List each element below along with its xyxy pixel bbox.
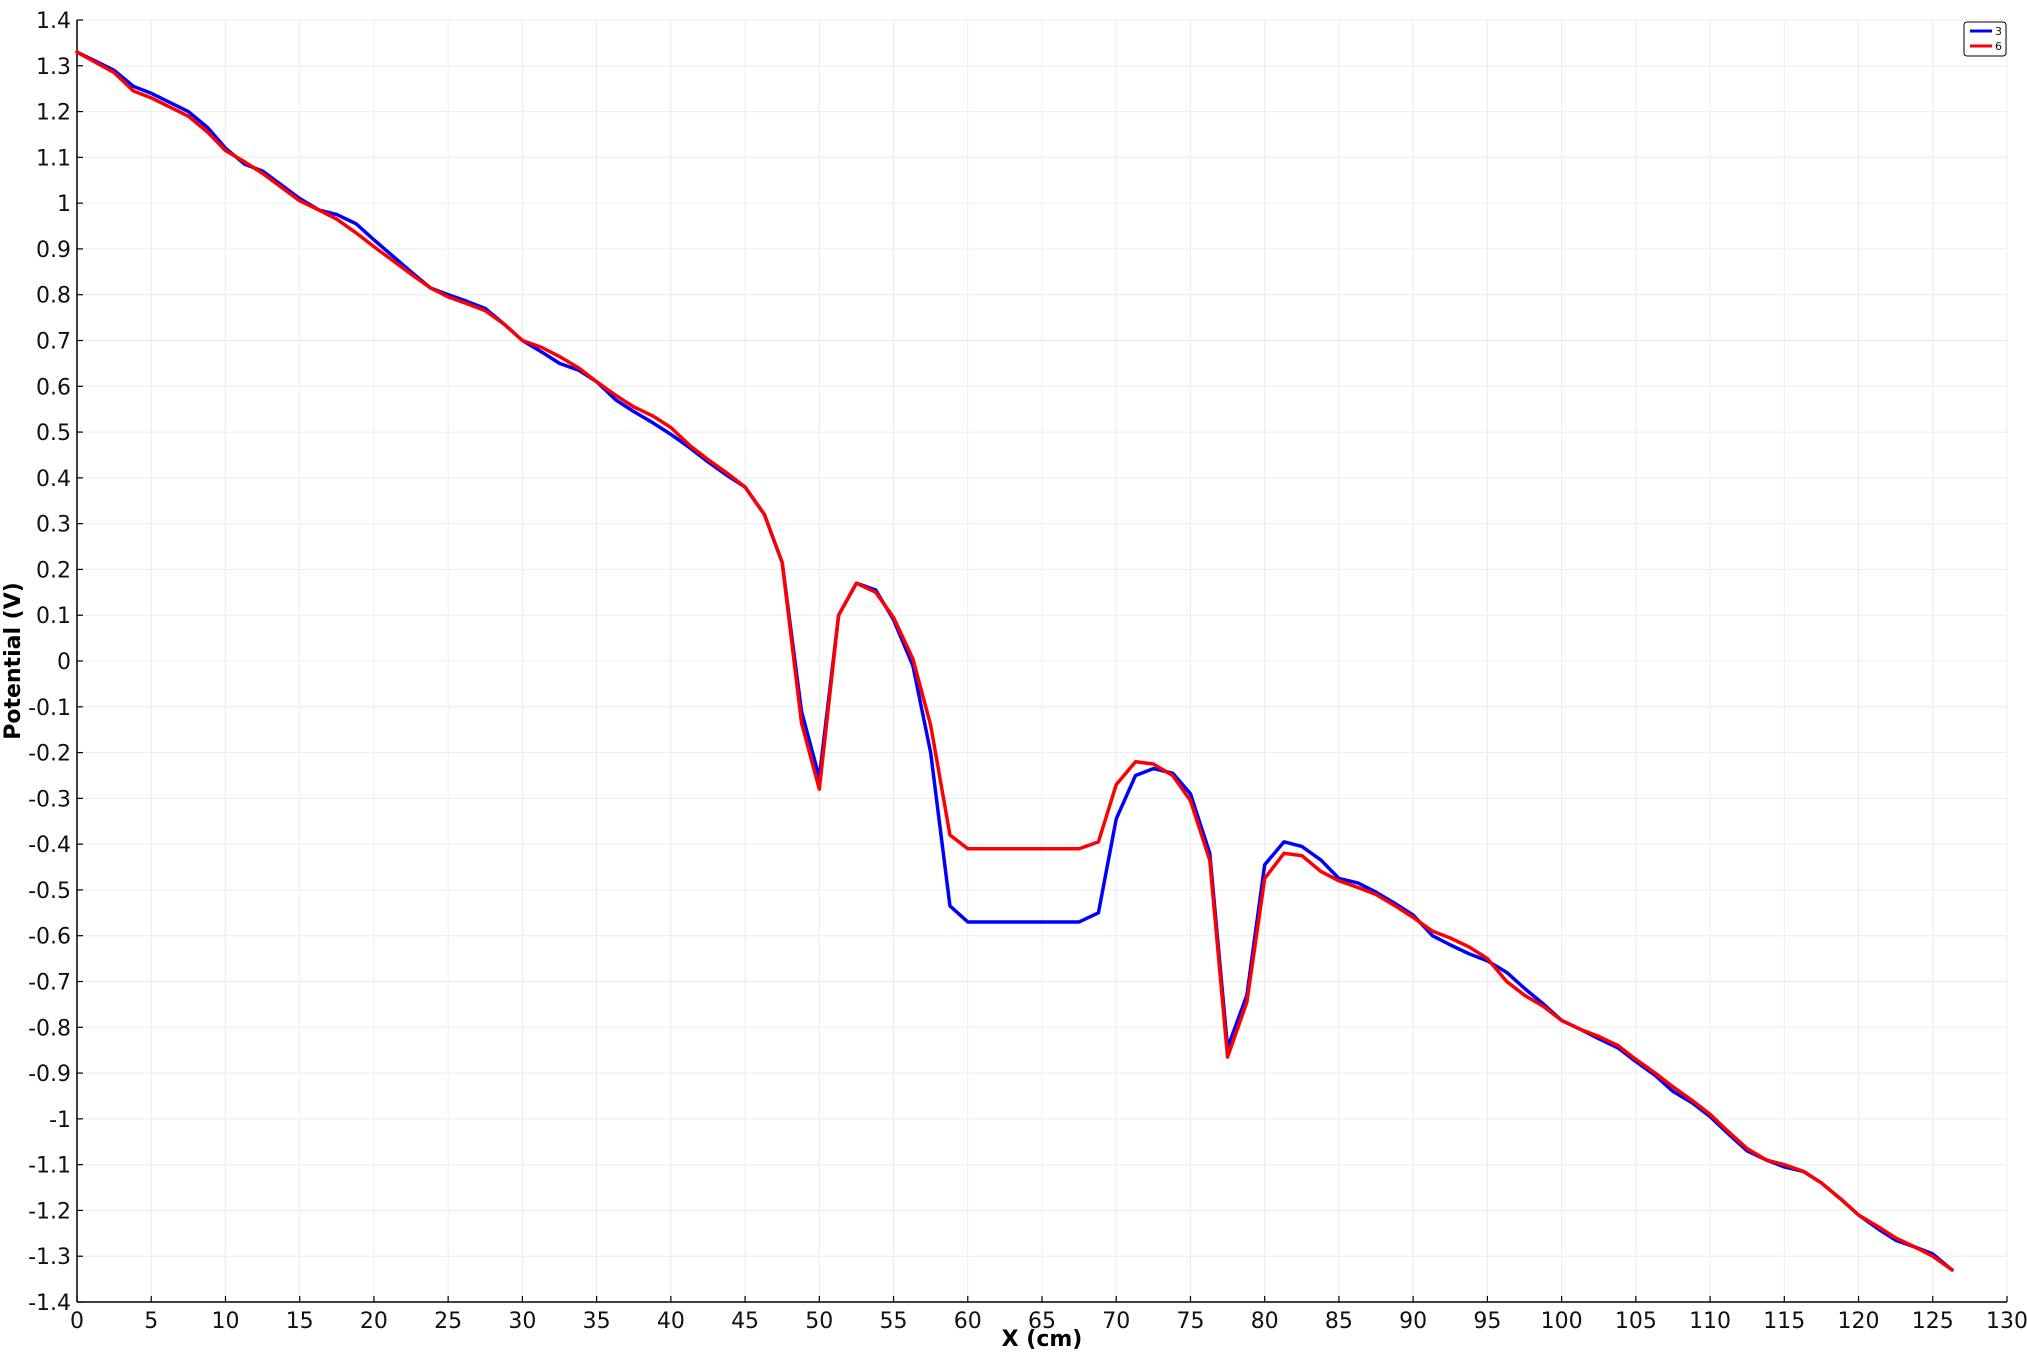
y-tick-label: -0.5 <box>28 879 71 904</box>
x-tick-label: 120 <box>1838 1309 1880 1334</box>
y-tick-label: 0.1 <box>36 604 71 629</box>
legend-label-6: 6 <box>1995 40 2002 53</box>
legend: 36 <box>1963 21 2007 57</box>
x-tick-label: 0 <box>70 1309 84 1334</box>
grid-layer <box>76 19 2008 1303</box>
y-tick-label: 0 <box>57 650 71 675</box>
y-tick-label: 0.7 <box>36 330 71 355</box>
y-tick-label: 1.4 <box>36 9 71 34</box>
y-tick-label: -1.1 <box>28 1154 71 1179</box>
y-axis-title: Potential (V) <box>1 582 26 740</box>
series-layer <box>75 50 1954 1272</box>
x-tick-label: 10 <box>211 1309 239 1334</box>
ticks-layer: 0 5 10 15 20 25 30 35 40 45 50 55 60 65 70 75 80 85 90 95 10… <box>28 9 2027 1334</box>
x-tick-label: 70 <box>1102 1309 1130 1334</box>
y-tick-label: -0.4 <box>28 833 71 858</box>
x-tick-label: 65 <box>1028 1309 1056 1334</box>
series-line-6 <box>75 50 1954 1272</box>
y-tick-label: -1.4 <box>28 1291 71 1316</box>
y-tick-label: 1 <box>57 192 71 217</box>
x-tick-label: 90 <box>1399 1309 1427 1334</box>
y-tick-label: 1.1 <box>36 146 71 171</box>
y-tick-label: -1.3 <box>28 1245 71 1270</box>
x-tick-label: 95 <box>1473 1309 1501 1334</box>
x-tick-label: 25 <box>434 1309 462 1334</box>
x-axis-title: X (cm) <box>1002 1327 1083 1352</box>
x-tick-label: 110 <box>1689 1309 1731 1334</box>
x-tick-label: 20 <box>360 1309 388 1334</box>
y-tick-label: -0.8 <box>28 1016 71 1041</box>
y-tick-label: -0.2 <box>28 742 71 767</box>
x-tick-label: 80 <box>1251 1309 1279 1334</box>
y-tick-label: -0.6 <box>28 925 71 950</box>
x-tick-label: 35 <box>583 1309 611 1334</box>
x-tick-label: 40 <box>657 1309 685 1334</box>
y-tick-label: -0.1 <box>28 696 71 721</box>
y-tick-label: 0.8 <box>36 284 71 309</box>
x-tick-label: 45 <box>731 1309 759 1334</box>
x-tick-label: 5 <box>144 1309 158 1334</box>
x-tick-label: 15 <box>286 1309 314 1334</box>
x-tick-label: 85 <box>1325 1309 1353 1334</box>
x-tick-label: 130 <box>1986 1309 2027 1334</box>
y-tick-label: 0.5 <box>36 421 71 446</box>
y-tick-label: -1.2 <box>28 1199 71 1224</box>
x-tick-label: 115 <box>1763 1309 1805 1334</box>
y-tick-label: 0.4 <box>36 467 71 492</box>
x-tick-label: 100 <box>1541 1309 1583 1334</box>
y-tick-label: 0.9 <box>36 238 71 263</box>
y-tick-label: 1.3 <box>36 55 71 80</box>
y-tick-label: 0.6 <box>36 375 71 400</box>
y-tick-label: 0.3 <box>36 513 71 538</box>
y-tick-label: -0.7 <box>28 971 71 996</box>
y-tick-label: 1.2 <box>36 101 71 126</box>
x-tick-label: 30 <box>508 1309 536 1334</box>
x-tick-label: 50 <box>805 1309 833 1334</box>
y-tick-label: 0.2 <box>36 558 71 583</box>
y-tick-label: -0.9 <box>28 1062 71 1087</box>
x-tick-label: 75 <box>1176 1309 1204 1334</box>
y-tick-label: -1 <box>49 1108 71 1133</box>
x-tick-label: 55 <box>880 1309 908 1334</box>
legend-label-3: 3 <box>1995 25 2002 38</box>
y-tick-label: -0.3 <box>28 787 71 812</box>
x-tick-label: 125 <box>1912 1309 1954 1334</box>
x-tick-label: 105 <box>1615 1309 1657 1334</box>
x-tick-label: 60 <box>954 1309 982 1334</box>
